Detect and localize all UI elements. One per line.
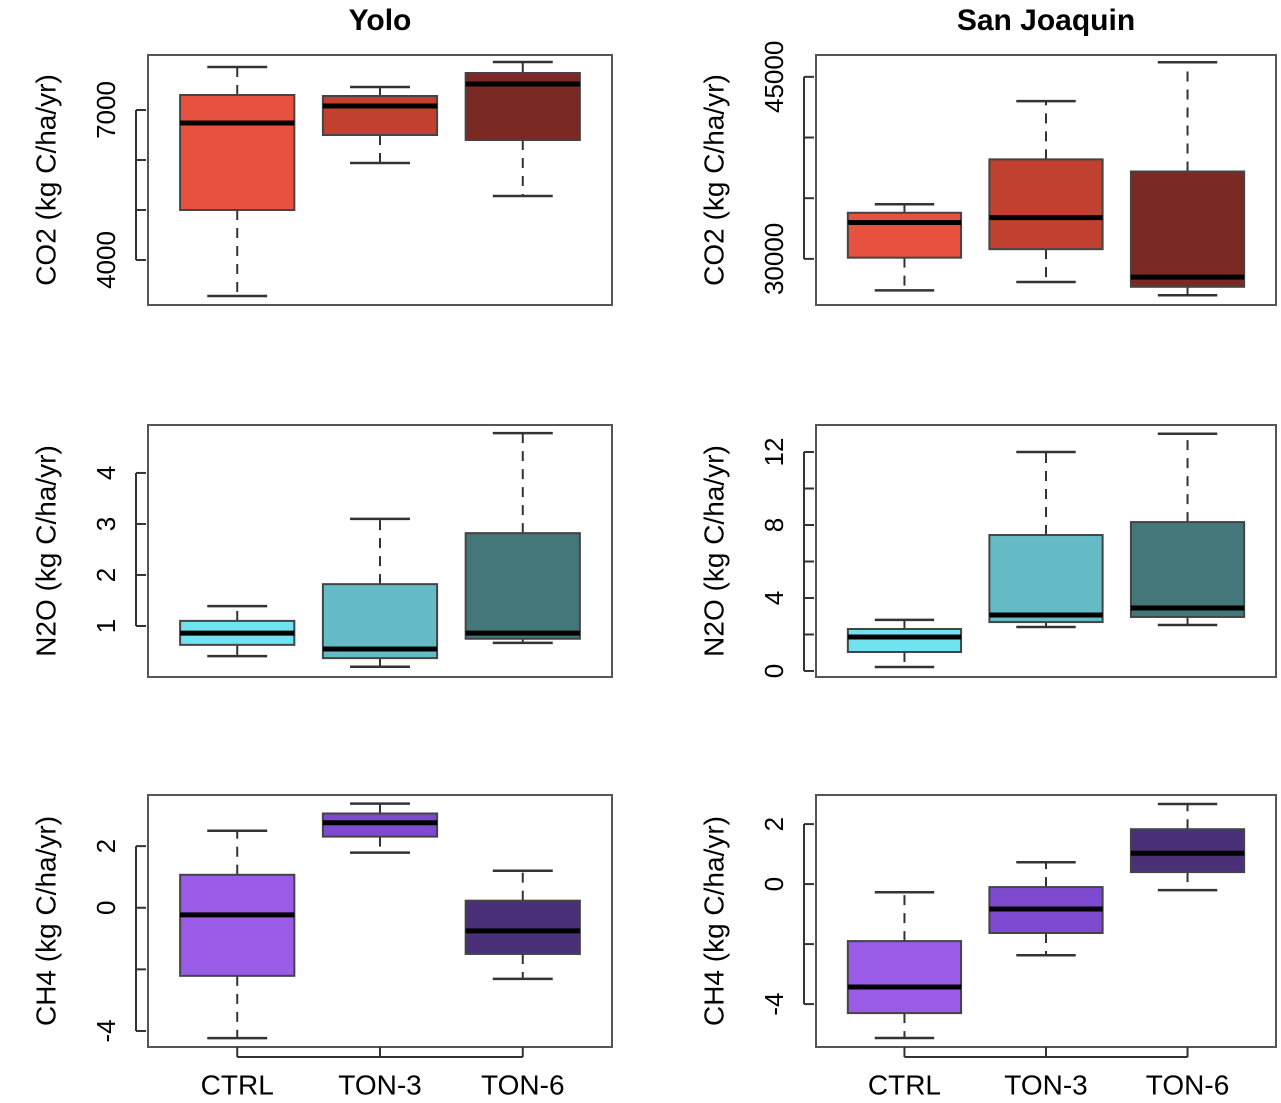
y-tick-label: 7000: [91, 81, 121, 139]
x-tick-label: CTRL: [868, 1069, 941, 1100]
y-tick-label: 2: [759, 817, 789, 831]
y-tick-label: 0: [759, 877, 789, 891]
box: [321, 95, 439, 136]
y-tick-label: 2: [91, 568, 121, 582]
plot-frame: [815, 424, 1277, 678]
plot-frame: [147, 424, 613, 678]
box: [321, 583, 439, 660]
y-tick-label: 45000: [759, 41, 789, 113]
y-tick-label: 30000: [759, 223, 789, 295]
y-axis-label: N2O (kg C/ha/yr): [698, 445, 729, 657]
box: [988, 158, 1104, 251]
box: [179, 94, 296, 211]
x-tick-label: TON-6: [481, 1069, 565, 1100]
y-tick-label: 4: [91, 466, 121, 480]
panel-title: San Joaquin: [957, 4, 1135, 37]
box: [464, 532, 581, 640]
y-tick-label: -4: [759, 993, 789, 1016]
box: [464, 899, 581, 955]
box: [1129, 828, 1246, 874]
y-axis-label: CO2 (kg C/ha/yr): [30, 74, 61, 286]
y-axis-label: CO2 (kg C/ha/yr): [698, 74, 729, 286]
y-tick-label: 0: [91, 901, 121, 915]
box: [846, 628, 963, 654]
box: [1129, 521, 1246, 618]
y-tick-label: -4: [91, 1019, 121, 1042]
panel-title: Yolo: [349, 4, 412, 37]
x-tick-label: TON-3: [1004, 1069, 1088, 1100]
y-tick-label: 0: [759, 664, 789, 678]
box: [846, 211, 963, 259]
y-tick-label: 2: [91, 839, 121, 853]
y-axis-label: N2O (kg C/ha/yr): [30, 445, 61, 657]
y-tick-label: 3: [91, 517, 121, 531]
y-tick-label: 1: [91, 619, 121, 633]
box: [988, 534, 1104, 624]
plot-frame: [147, 54, 613, 306]
x-tick-label: TON-3: [338, 1069, 422, 1100]
box: [1129, 170, 1246, 288]
y-tick-label: 12: [759, 438, 789, 467]
x-tick-label: TON-6: [1146, 1069, 1230, 1100]
box: [846, 940, 963, 1015]
plot-frame: [815, 54, 1277, 306]
y-tick-label: 4000: [91, 231, 121, 289]
y-axis-label: CH4 (kg C/ha/yr): [698, 816, 729, 1026]
x-tick-label: CTRL: [201, 1069, 274, 1100]
y-axis-label: CH4 (kg C/ha/yr): [30, 816, 61, 1026]
y-tick-label: 4: [759, 591, 789, 605]
box: [179, 873, 296, 977]
y-tick-label: 8: [759, 518, 789, 532]
